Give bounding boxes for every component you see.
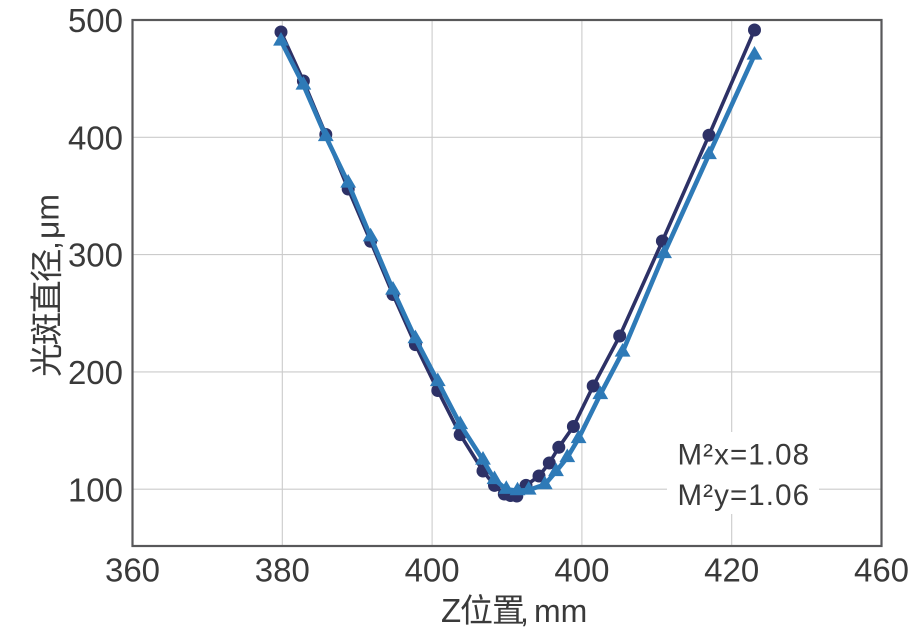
svg-text:mm: mm [534, 593, 587, 629]
svg-text:400: 400 [405, 552, 460, 589]
svg-text:μm: μm [30, 194, 66, 239]
svg-text:M²y=1.06: M²y=1.06 [678, 479, 811, 512]
svg-text:360: 360 [105, 552, 160, 589]
svg-text:380: 380 [255, 552, 310, 589]
svg-text:,: , [520, 593, 529, 629]
svg-text:460: 460 [854, 552, 909, 589]
svg-text:400: 400 [554, 552, 609, 589]
svg-text:,: , [30, 241, 66, 250]
svg-text:500: 500 [68, 2, 123, 39]
svg-text:400: 400 [68, 119, 123, 156]
svg-text:100: 100 [68, 471, 123, 508]
svg-text:M²x=1.08: M²x=1.08 [678, 439, 811, 472]
svg-text:200: 200 [68, 354, 123, 391]
svg-text:Z: Z [441, 592, 461, 629]
svg-text:420: 420 [704, 552, 759, 589]
svg-text:300: 300 [68, 237, 123, 274]
